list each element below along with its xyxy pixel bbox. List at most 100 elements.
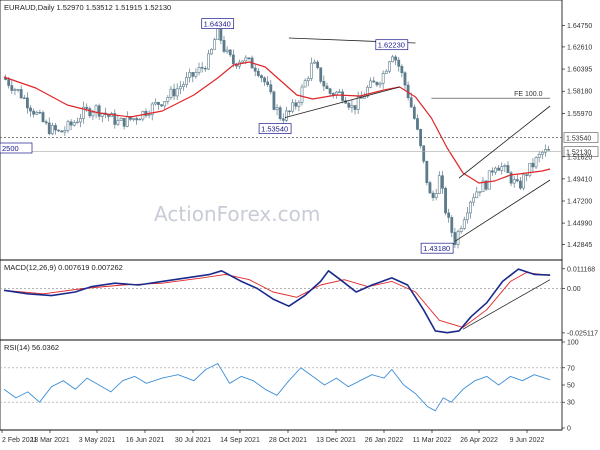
candle: [116, 115, 120, 126]
price-tag-box: [563, 146, 599, 157]
candle: [47, 117, 51, 136]
candle-body: [113, 113, 117, 125]
candle: [434, 188, 438, 201]
candle: [369, 77, 373, 89]
candle-body: [372, 80, 376, 83]
candle-body: [490, 170, 494, 173]
macd-panel: MACD(12,26,9) 0.007619 0.007262 0.011168…: [0, 259, 598, 341]
candle-body: [169, 88, 173, 98]
trendline: [454, 179, 551, 242]
candle-body: [412, 106, 416, 119]
candle-body: [72, 122, 76, 126]
candle-body: [319, 67, 323, 82]
candle-body: [306, 78, 310, 82]
candle-body: [206, 53, 210, 70]
candle-body: [291, 102, 295, 112]
candle-body: [444, 187, 447, 214]
candle-body: [54, 125, 57, 131]
candle-body: [356, 96, 360, 110]
candle: [38, 109, 42, 114]
candle-body: [210, 48, 213, 55]
price-tick-label: 1.62610: [567, 44, 592, 51]
annotation-text: 2500: [2, 144, 19, 153]
candle-body: [475, 191, 479, 199]
candle-body: [397, 59, 401, 67]
trendline: [458, 105, 551, 179]
candle-body: [29, 107, 32, 112]
candle-body: [32, 110, 36, 115]
rsi-lines: [0, 363, 562, 412]
candle-body: [231, 54, 235, 65]
candle-body: [369, 80, 373, 88]
candle-body: [391, 56, 394, 63]
candle-body: [465, 212, 469, 221]
candle: [66, 119, 70, 134]
candle-body: [447, 212, 451, 218]
candle-body: [434, 193, 438, 198]
annotation-text: 1.53540: [261, 125, 288, 134]
candle-body: [7, 79, 11, 86]
candle: [525, 172, 529, 182]
price-tag-label: 1.52130: [566, 150, 591, 157]
candle-body: [41, 112, 45, 123]
annotation-label: 1.62230: [375, 39, 409, 51]
candle: [44, 119, 48, 126]
candle-body: [94, 105, 98, 113]
candle: [285, 106, 288, 123]
candle-body: [163, 101, 167, 107]
candle: [247, 57, 251, 61]
candle-body: [353, 105, 357, 110]
candle: [350, 99, 354, 113]
rsi-panel: RSI(14) 56.0362 100 70 50 30 0: [0, 340, 579, 433]
candle-body: [509, 172, 513, 184]
candle: [16, 88, 20, 93]
candle-body: [487, 170, 491, 190]
candle: [391, 54, 394, 63]
ma-line: [3, 61, 551, 184]
candle: [138, 118, 142, 121]
candle-body: [484, 180, 488, 190]
candle: [135, 116, 139, 125]
candle: [172, 83, 176, 100]
fe-label: FE 100.0: [514, 91, 543, 98]
candle: [453, 227, 457, 249]
price-tick-label: 1.64750: [567, 23, 592, 30]
candle: [97, 103, 101, 120]
candle-body: [122, 118, 126, 127]
rsi-y-axis: 100 70 50 30 0: [562, 340, 579, 433]
annotation-box: [375, 39, 409, 51]
candle: [387, 60, 391, 74]
candle-body: [150, 103, 154, 116]
candle: [422, 145, 426, 164]
candle: [441, 170, 444, 194]
candle-body: [203, 68, 207, 70]
symbol-header: EURAUD,Daily 1.52970 1.53512 1.51915 1.5…: [4, 3, 171, 12]
candle-body: [197, 67, 201, 73]
x-tick-label: 18 Mar 2021: [30, 437, 69, 444]
candle-body: [278, 107, 282, 120]
candle: [503, 163, 507, 172]
annotation-label: 2500: [0, 142, 33, 154]
candle-body: [469, 201, 472, 214]
candle: [260, 74, 263, 83]
candle: [213, 37, 217, 50]
candle: [306, 76, 310, 87]
rsi-tick-label: 100: [567, 340, 579, 347]
candle: [338, 88, 341, 93]
candle: [41, 110, 45, 123]
candle-body: [107, 114, 110, 117]
candle-body: [328, 88, 332, 94]
candle-body: [116, 120, 120, 125]
candle: [509, 170, 513, 187]
candle-body: [544, 149, 547, 153]
x-tick-label: 9 Jun 2022: [510, 437, 545, 444]
candle: [353, 105, 357, 115]
candle: [206, 49, 210, 70]
annotation-box: [420, 242, 454, 254]
price-tag-label: 1.53540: [566, 136, 591, 143]
candle-body: [91, 111, 95, 117]
candle: [425, 160, 429, 186]
candle: [531, 158, 535, 173]
rsi-line: [3, 363, 551, 412]
candle: [35, 110, 39, 116]
